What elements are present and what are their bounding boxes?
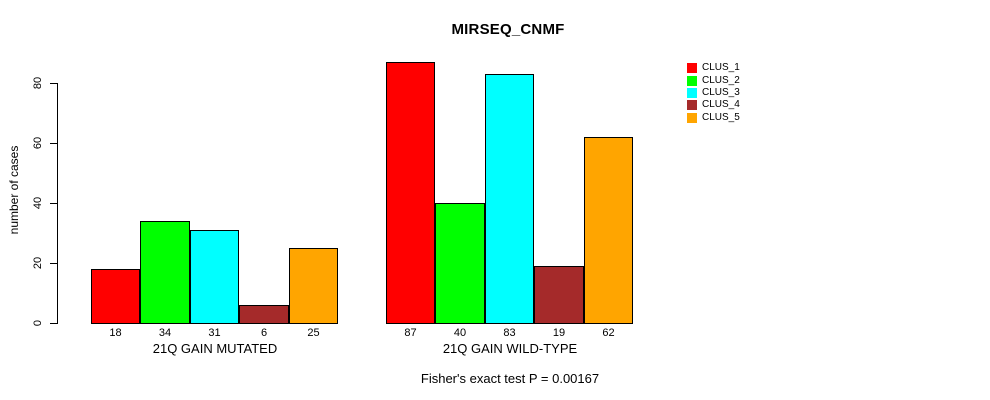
legend-label: CLUS_5 [702, 111, 740, 123]
legend-row: CLUS_1 [687, 62, 740, 74]
bar-clus_3-group2 [485, 74, 534, 324]
y-tick-label: 0 [32, 319, 44, 327]
bar-clus_1-group1 [91, 269, 140, 324]
bar-value-label: 31 [208, 327, 221, 339]
bar-value-label: 6 [260, 327, 268, 339]
y-tick [50, 323, 57, 324]
bar-clus_5-group2 [584, 137, 633, 324]
y-axis-label: number of cases [7, 145, 21, 235]
y-tick-label: 60 [32, 136, 44, 150]
legend-label: CLUS_4 [702, 99, 740, 111]
bar-clus_5-group1 [289, 248, 338, 324]
bar-clus_4-group1 [239, 305, 289, 324]
bar-value-label: 25 [307, 327, 320, 339]
y-tick [50, 143, 57, 144]
legend: CLUS_1 CLUS_2 CLUS_3 CLUS_4 CLUS_5 [687, 62, 740, 124]
y-tick-label: 80 [32, 76, 44, 90]
bar-clus_3-group1 [190, 230, 239, 324]
legend-row: CLUS_3 [687, 87, 740, 99]
bar-value-label: 83 [503, 327, 516, 339]
bar-clus_2-group1 [140, 221, 190, 324]
legend-row: CLUS_4 [687, 99, 740, 111]
y-tick-label: 40 [32, 196, 44, 210]
legend-swatch-clus_3 [687, 87, 697, 98]
legend-label: CLUS_1 [702, 62, 740, 74]
chart-title: MIRSEQ_CNMF [451, 21, 565, 38]
y-tick-label: 20 [32, 256, 44, 270]
y-tick [50, 203, 57, 204]
legend-swatch-clus_2 [687, 75, 697, 86]
footnote-fishers-test: Fisher's exact test P = 0.00167 [420, 371, 600, 386]
bar-value-label: 40 [453, 327, 467, 339]
legend-swatch-clus_1 [687, 63, 697, 74]
legend-swatch-clus_5 [687, 112, 697, 123]
bar-clus_2-group2 [435, 203, 485, 324]
bar-value-label: 19 [552, 327, 566, 339]
bar-value-label: 34 [158, 327, 172, 339]
bar-value-label: 62 [602, 327, 615, 339]
bar-clus_1-group2 [386, 62, 435, 324]
legend-row: CLUS_5 [687, 112, 740, 124]
bar-value-label: 18 [109, 327, 122, 339]
legend-label: CLUS_3 [702, 86, 740, 98]
group-label: 21Q GAIN WILD-TYPE [442, 341, 578, 356]
legend-row: CLUS_2 [687, 74, 740, 86]
bar-value-label: 87 [404, 327, 417, 339]
y-tick [50, 83, 57, 84]
bar-clus_4-group2 [534, 266, 584, 324]
legend-label: CLUS_2 [702, 74, 740, 86]
y-axis-line [57, 83, 58, 324]
group-label: 21Q GAIN MUTATED [152, 341, 278, 356]
y-tick [50, 263, 57, 264]
legend-swatch-clus_4 [687, 100, 697, 111]
